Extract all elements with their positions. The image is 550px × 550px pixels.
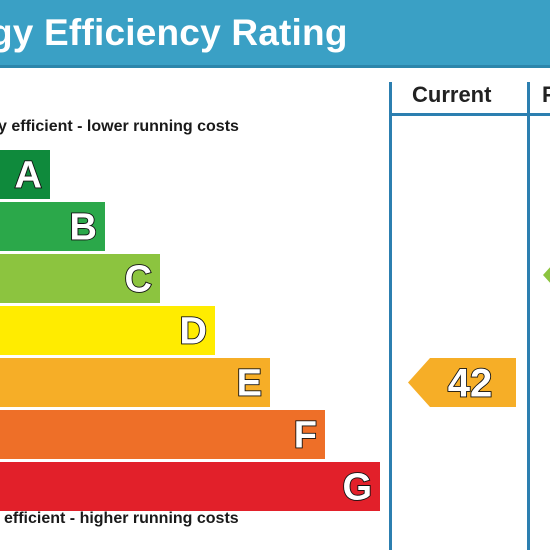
chart-title: gy Efficiency Rating xyxy=(0,12,348,53)
column-header-divider xyxy=(390,113,550,116)
current-column-left-border xyxy=(389,82,392,550)
band-g xyxy=(0,462,380,511)
band-f xyxy=(0,410,325,459)
caption-bottom: efficient - higher running costs xyxy=(4,510,239,527)
potential-rating-arrow xyxy=(543,267,550,283)
band-c xyxy=(0,254,160,303)
band-a xyxy=(0,150,50,199)
band-g-letter: G xyxy=(342,467,372,509)
band-e-letter: E xyxy=(237,363,262,405)
caption-top: y efficient - lower running costs xyxy=(0,118,239,135)
band-b xyxy=(0,202,105,251)
band-b-letter: B xyxy=(70,207,97,249)
band-d-letter: D xyxy=(180,311,207,353)
current-column-header: Current xyxy=(412,82,492,107)
band-c-letter: C xyxy=(125,259,152,301)
band-f-letter: F xyxy=(294,415,317,457)
band-a-letter: A xyxy=(15,155,42,197)
band-e xyxy=(0,358,270,407)
current-rating-value: 42 xyxy=(448,362,493,406)
band-d xyxy=(0,306,215,355)
current-rating-arrow xyxy=(408,358,516,407)
potential-column-header: P xyxy=(542,82,550,107)
current-column-right-border xyxy=(527,82,530,550)
header-bar: gy Efficiency Rating xyxy=(0,0,550,68)
